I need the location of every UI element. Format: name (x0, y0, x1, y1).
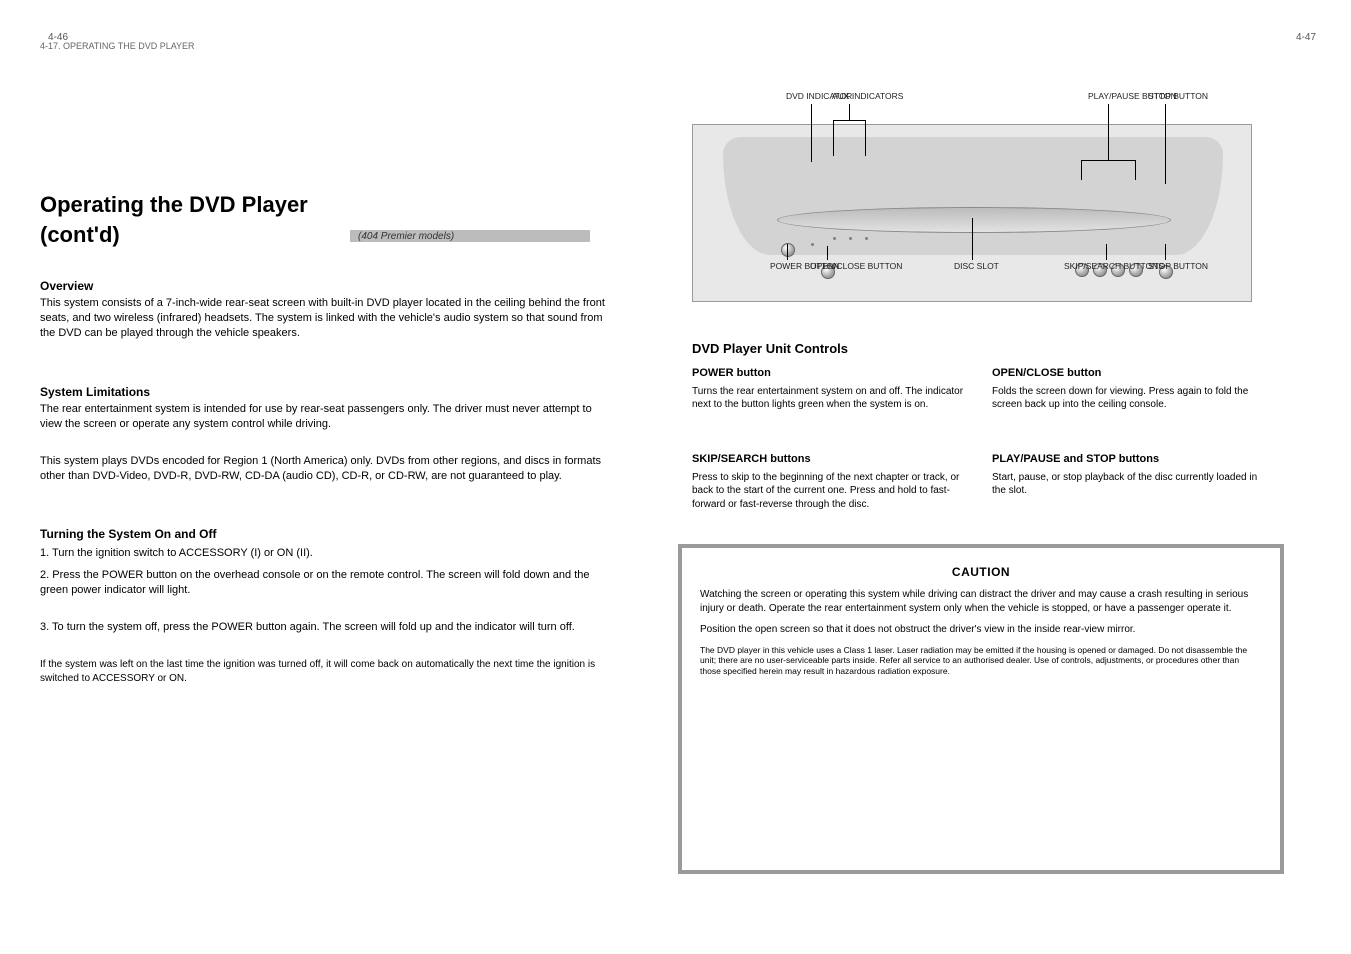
limits-heading: System Limitations (40, 384, 150, 400)
func-skip: SKIP/SEARCH buttons Press to skip to the… (692, 452, 972, 511)
disc-slot (777, 207, 1171, 233)
console-panel (723, 137, 1223, 255)
caution-box: CAUTION Watching the screen or operating… (678, 544, 1284, 874)
overview-body: This system consists of a 7-inch-wide re… (40, 296, 610, 341)
aux-led-1 (833, 237, 836, 240)
func-play-body: Start, pause, or stop playback of the di… (992, 471, 1272, 498)
caution-title: CAUTION (700, 564, 1262, 580)
leader-skip (1106, 244, 1107, 260)
limits-body-2: This system plays DVDs encoded for Regio… (40, 454, 610, 484)
leader-aux-bracket (833, 120, 866, 121)
aux-led-3 (865, 237, 868, 240)
overview-heading: Overview (40, 278, 93, 294)
power-step-1: 1. Turn the ignition switch to ACCESSORY… (40, 546, 610, 561)
leader-power (787, 244, 788, 260)
power-step-2: 2. Press the POWER button on the overhea… (40, 568, 610, 598)
label-slot: DISC SLOT (954, 262, 999, 271)
models-label: (404 Premier models) (358, 230, 454, 244)
func-open-body: Folds the screen down for viewing. Press… (992, 385, 1272, 412)
func-skip-title: SKIP/SEARCH buttons (692, 452, 972, 467)
leader-aux-up (849, 104, 850, 120)
label-stop2: STOP BUTTON (1148, 92, 1208, 101)
func-play: PLAY/PAUSE and STOP buttons Start, pause… (992, 452, 1272, 498)
func-play-title: PLAY/PAUSE and STOP buttons (992, 452, 1272, 467)
controls-heading: DVD Player Unit Controls (692, 340, 848, 358)
func-skip-body: Press to skip to the beginning of the ne… (692, 471, 972, 512)
leader-top-skip2 (1135, 160, 1136, 180)
caution-p2: Position the open screen so that it does… (700, 623, 1262, 637)
power-note: If the system was left on the last time … (40, 658, 610, 685)
leader-top-skip-up (1108, 104, 1109, 160)
dvd-indicator-led (811, 243, 814, 246)
leader-dvd-ind (811, 104, 812, 162)
leader-top-stop (1165, 104, 1166, 184)
func-power-title: POWER button (692, 366, 972, 381)
leader-top-skip1 (1081, 160, 1082, 180)
leader-aux-1 (833, 120, 834, 156)
power-heading: Turning the System On and Off (40, 526, 216, 542)
aux-led-2 (849, 237, 852, 240)
func-open-title: OPEN/CLOSE button (992, 366, 1272, 381)
limits-body-1: The rear entertainment system is intende… (40, 402, 610, 432)
leader-aux-2 (865, 120, 866, 156)
func-power: POWER button Turns the rear entertainmen… (692, 366, 972, 412)
page-number-left: 4-46 (48, 31, 68, 45)
leader-top-skip-h (1081, 160, 1136, 161)
func-power-body: Turns the rear entertainment system on a… (692, 385, 972, 412)
label-stop: STOP BUTTON (1148, 262, 1208, 271)
caution-p1: Watching the screen or operating this sy… (700, 588, 1262, 615)
leader-open (827, 246, 828, 260)
power-step-3: 3. To turn the system off, press the POW… (40, 620, 610, 635)
page-number-right: 4-47 (1296, 31, 1316, 45)
leader-slot (972, 218, 973, 260)
caution-fine: The DVD player in this vehicle uses a Cl… (700, 645, 1262, 677)
power-button-icon (781, 243, 795, 257)
page-title: Operating the DVD Player (cont'd) (40, 190, 340, 249)
label-open: OPEN/CLOSE BUTTON (810, 262, 902, 271)
label-aux-ind: AUX INDICATORS (832, 92, 903, 101)
dvd-console-diagram (692, 124, 1252, 302)
leader-stop (1165, 244, 1166, 260)
func-open: OPEN/CLOSE button Folds the screen down … (992, 366, 1272, 412)
